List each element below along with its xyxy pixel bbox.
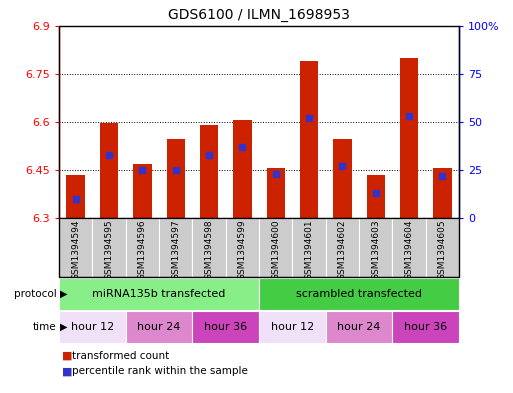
Bar	[433, 168, 451, 218]
Text: GSM1394594: GSM1394594	[71, 219, 80, 280]
Bar	[300, 61, 318, 218]
Text: ▶: ▶	[60, 322, 68, 332]
Bar	[400, 58, 418, 218]
Text: GSM1394604: GSM1394604	[405, 219, 413, 280]
Bar	[259, 278, 459, 310]
Text: GSM1394601: GSM1394601	[305, 219, 313, 280]
Bar	[67, 175, 85, 218]
Bar	[292, 218, 326, 277]
Text: percentile rank within the sample: percentile rank within the sample	[72, 366, 248, 376]
Bar	[259, 311, 326, 343]
Text: protocol: protocol	[14, 289, 56, 299]
Text: GSM1394597: GSM1394597	[171, 219, 180, 280]
Text: time: time	[33, 322, 56, 332]
Bar	[392, 311, 459, 343]
Text: hour 36: hour 36	[404, 322, 447, 332]
Bar	[326, 311, 392, 343]
Bar	[133, 163, 151, 218]
Text: ■: ■	[62, 366, 72, 376]
Bar	[126, 311, 192, 343]
Bar	[92, 218, 126, 277]
Bar	[200, 125, 218, 218]
Text: GSM1394599: GSM1394599	[238, 219, 247, 280]
Bar	[226, 218, 259, 277]
Text: GSM1394605: GSM1394605	[438, 219, 447, 280]
Text: GSM1394596: GSM1394596	[138, 219, 147, 280]
Bar	[167, 140, 185, 218]
Bar	[159, 218, 192, 277]
Text: GSM1394595: GSM1394595	[105, 219, 113, 280]
Text: scrambled transfected: scrambled transfected	[296, 289, 422, 299]
Text: GSM1394600: GSM1394600	[271, 219, 280, 280]
Bar	[59, 311, 126, 343]
Text: hour 24: hour 24	[137, 322, 181, 332]
Bar	[192, 311, 259, 343]
Text: transformed count: transformed count	[72, 351, 169, 361]
Bar	[426, 218, 459, 277]
Bar	[259, 218, 292, 277]
Bar	[392, 218, 426, 277]
Text: GSM1394598: GSM1394598	[205, 219, 213, 280]
Bar	[59, 278, 259, 310]
Text: miRNA135b transfected: miRNA135b transfected	[92, 289, 226, 299]
Bar	[267, 168, 285, 218]
Bar	[192, 218, 226, 277]
Text: hour 24: hour 24	[338, 322, 381, 332]
Bar	[359, 218, 392, 277]
Text: GSM1394602: GSM1394602	[338, 219, 347, 280]
Bar	[333, 140, 351, 218]
Text: ■: ■	[62, 351, 72, 361]
Text: hour 12: hour 12	[71, 322, 114, 332]
Text: hour 12: hour 12	[271, 322, 314, 332]
Bar	[233, 120, 251, 218]
Bar	[59, 218, 92, 277]
Text: GSM1394603: GSM1394603	[371, 219, 380, 280]
Title: GDS6100 / ILMN_1698953: GDS6100 / ILMN_1698953	[168, 8, 350, 22]
Bar	[126, 218, 159, 277]
Text: ▶: ▶	[60, 289, 68, 299]
Bar	[367, 175, 385, 218]
Bar	[100, 123, 118, 218]
Text: hour 36: hour 36	[204, 322, 247, 332]
Bar	[326, 218, 359, 277]
